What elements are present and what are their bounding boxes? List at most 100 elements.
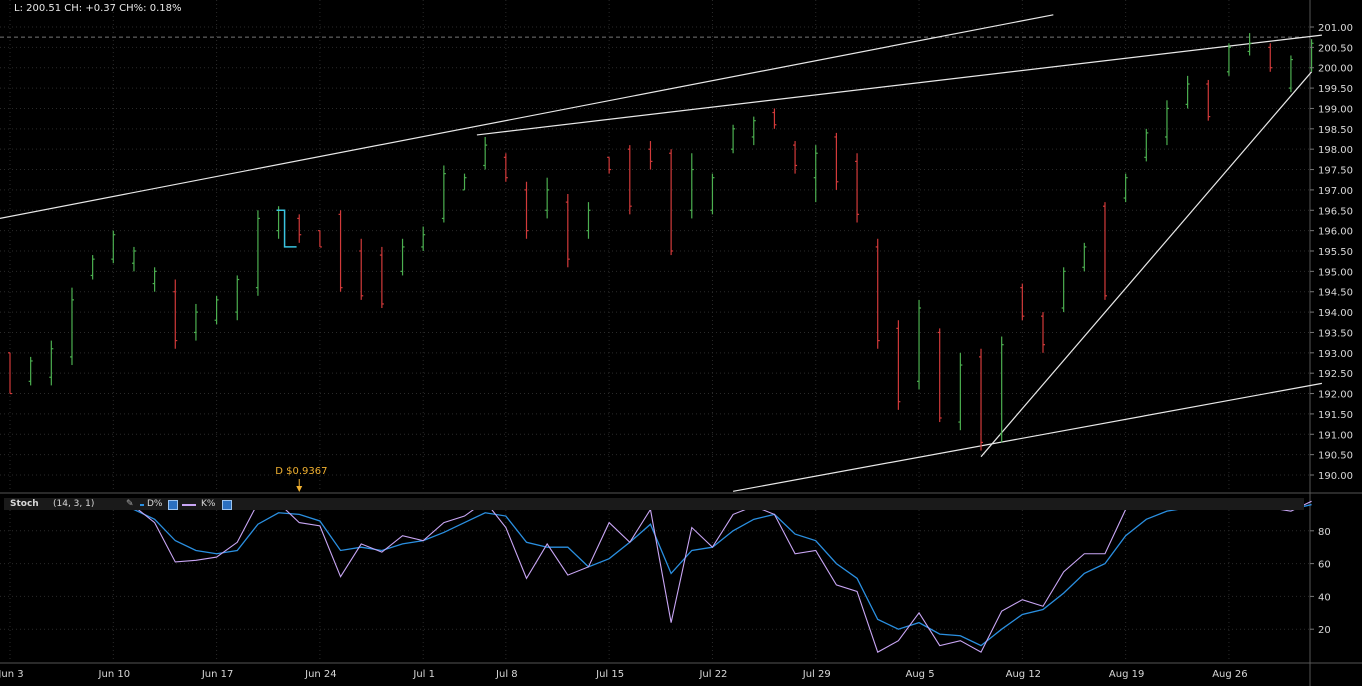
price-tick-label: 200.00	[1318, 64, 1353, 75]
stoch-name: Stoch	[10, 499, 39, 509]
ohlc-bar	[1082, 242, 1087, 272]
ohlc-bar	[359, 238, 364, 300]
ohlc-bar	[1226, 43, 1231, 76]
drawn-annotation[interactable]	[276, 209, 297, 248]
ohlc-bar	[90, 255, 95, 280]
ohlc-bar	[276, 206, 281, 239]
ohlc-bar	[855, 153, 860, 223]
price-tick-label: 200.50	[1318, 43, 1353, 54]
stoch-legend-background	[4, 498, 1304, 510]
dividend-arrow-icon	[296, 486, 303, 492]
stoch-tick-label: 20	[1318, 625, 1331, 636]
ohlc-bar	[999, 336, 1004, 443]
ohlc-bar	[793, 141, 798, 174]
ohlc-bar	[834, 132, 839, 190]
price-tick-label: 199.50	[1318, 84, 1353, 95]
ohlc-bar	[710, 173, 715, 215]
ohlc-bar	[462, 173, 467, 191]
ohlc-bar	[689, 153, 694, 219]
ohlc-bar	[1206, 79, 1211, 121]
ohlc-bar	[648, 141, 653, 170]
price-tick-label: 193.50	[1318, 328, 1353, 339]
ohlc-bar	[338, 210, 343, 292]
ohlc-bar	[28, 356, 33, 386]
date-tick-label: Aug 19	[1109, 669, 1144, 680]
settings-icon[interactable]: ✎	[126, 499, 134, 509]
ohlc-bar	[586, 202, 591, 239]
trendline	[0, 14, 1054, 219]
ohlc-bar	[813, 145, 818, 203]
price-tick-label: 193.00	[1318, 349, 1353, 360]
stoch-legend: Stoch (14, 3, 1) ✎ D% K%	[0, 498, 1310, 512]
ohlc-bar	[545, 177, 550, 219]
annotation-step	[276, 209, 297, 248]
price-axis[interactable]: 201.00 200.50 200.00 199.50 199.00 198.50 198.…	[1310, 23, 1353, 482]
ohlc-bars	[8, 33, 1314, 451]
price-tick-label: 195.00	[1318, 267, 1353, 278]
ohlc-bar	[731, 124, 736, 154]
ohlc-bar	[958, 352, 963, 431]
ohlc-bar	[173, 279, 178, 349]
date-tick-label: Jun 10	[98, 669, 131, 680]
price-tick-label: 190.50	[1318, 451, 1353, 462]
price-tick-label: 194.50	[1318, 288, 1353, 299]
date-tick-label: Jul 22	[698, 669, 727, 680]
price-readout: L: 200.51 CH: +0.37 CH%: 0.18%	[14, 3, 182, 14]
ohlc-bar	[669, 149, 674, 256]
ohlc-bar	[503, 153, 508, 182]
ohlc-bar	[8, 352, 12, 395]
ohlc-bar	[979, 348, 984, 451]
price-tick-label: 191.00	[1318, 430, 1353, 441]
ohlc-bar	[214, 295, 219, 325]
ohlc-bar	[1268, 43, 1273, 72]
ohlc-bar	[1288, 55, 1293, 93]
trendline	[476, 34, 1322, 136]
ohlc-bar	[1164, 100, 1169, 146]
ohlc-bar	[152, 267, 157, 292]
ohlc-bar	[111, 230, 116, 264]
price-tick-label: 199.00	[1318, 104, 1353, 115]
stoch-d-line	[9, 502, 1312, 647]
ohlc-bar	[607, 156, 612, 174]
ohlc-bar	[937, 328, 942, 423]
date-tick-label: Jul 1	[412, 669, 435, 680]
date-tick-label: Aug 26	[1212, 669, 1247, 680]
trendline	[980, 71, 1313, 458]
ohlc-bar	[524, 181, 529, 239]
date-tick-label: Jun 17	[201, 669, 234, 680]
price-tick-label: 198.50	[1318, 125, 1353, 136]
stoch-params: (14, 3, 1)	[53, 499, 95, 509]
ohlc-bar	[751, 116, 756, 146]
d-line-swatch	[140, 504, 144, 506]
ohlc-bar	[896, 320, 901, 410]
stoch-tick-label: 60	[1318, 560, 1331, 571]
price-tick-label: 197.00	[1318, 186, 1353, 197]
ohlc-bar	[565, 193, 570, 268]
date-axis[interactable]: Jun 3 Jun 10 Jun 17 Jun 24 Jul 1 Jul 8 Jul 15 J…	[0, 669, 1248, 680]
ohlc-bar	[49, 340, 54, 386]
trendlines[interactable]	[0, 14, 1323, 492]
ohlc-bar	[317, 230, 322, 248]
stoch-tick-label: 80	[1318, 527, 1331, 538]
price-tick-label: 192.50	[1318, 369, 1353, 380]
price-tick-label: 195.50	[1318, 247, 1353, 258]
ohlc-bar	[379, 246, 384, 309]
price-tick-label: 190.00	[1318, 471, 1353, 482]
price-tick-label: 197.50	[1318, 166, 1353, 177]
ohlc-bar	[1144, 128, 1149, 162]
price-tick-label: 191.50	[1318, 410, 1353, 421]
date-tick-label: Jul 29	[802, 669, 831, 680]
dividend-label: D $0.9367	[275, 466, 327, 477]
ohlc-bar	[875, 238, 880, 349]
date-tick-label: Jul 15	[595, 669, 624, 680]
price-tick-label: 196.00	[1318, 227, 1353, 238]
ohlc-bar	[297, 214, 302, 243]
ohlc-bar	[421, 226, 426, 251]
ohlc-bar	[1123, 173, 1128, 203]
ohlc-bar	[1020, 283, 1025, 321]
dividend-marker[interactable]: D $0.9367	[275, 466, 327, 492]
ohlc-bar	[400, 238, 405, 276]
price-tick-label: 201.00	[1318, 23, 1353, 34]
